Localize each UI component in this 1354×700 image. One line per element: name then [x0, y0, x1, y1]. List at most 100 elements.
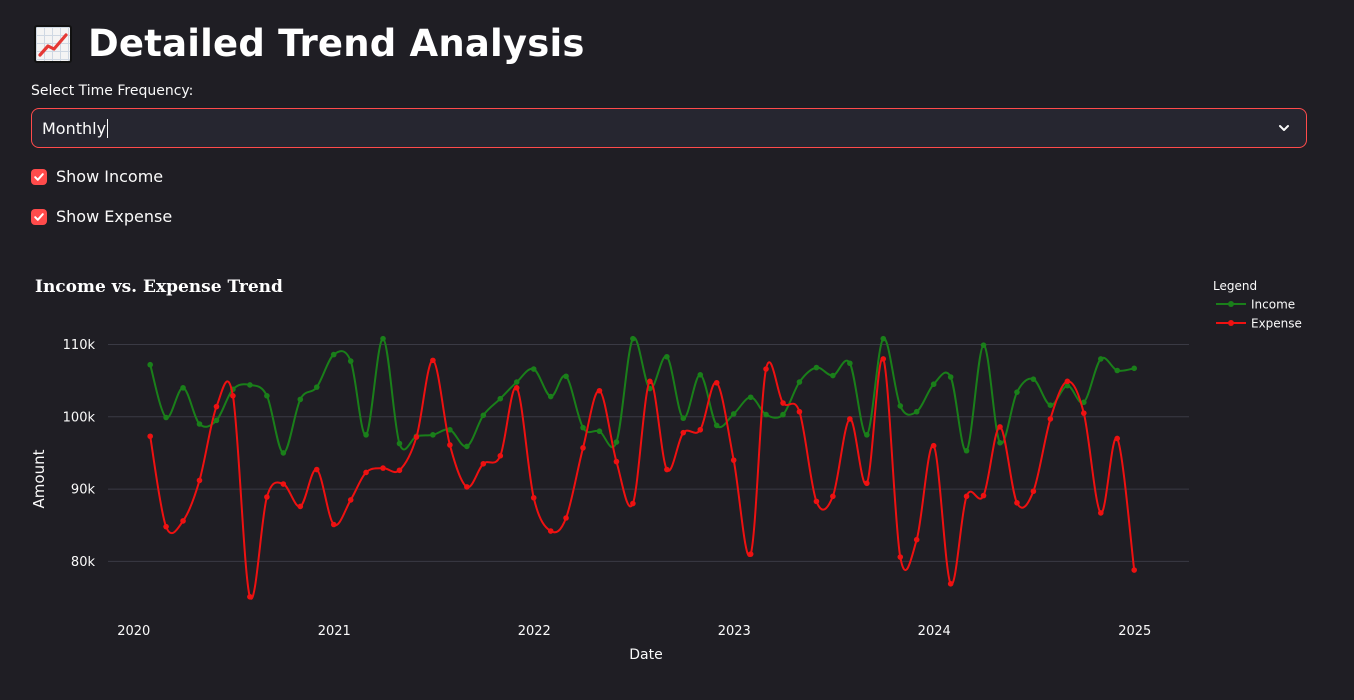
income-data-point [530, 366, 537, 372]
income-data-point [563, 373, 569, 380]
expense-data-point [713, 379, 720, 386]
expense-data-point [796, 408, 803, 415]
expense-data-point [464, 484, 470, 490]
chart-title: Income vs. Expense Trend [35, 277, 283, 297]
expense-series-line [149, 357, 1136, 600]
income-data-point [147, 361, 153, 368]
income-data-point [180, 385, 186, 391]
income-data-point [913, 408, 920, 415]
income-data-point [330, 351, 337, 358]
income-data-point [897, 403, 904, 409]
chart-legend: Legend Income Expense [1213, 279, 1302, 331]
legend-item-income[interactable]: Income [1216, 298, 1295, 312]
income-data-point [980, 342, 987, 348]
legend-title: Legend [1213, 279, 1257, 293]
income-data-point [763, 411, 769, 418]
expense-data-point [1081, 410, 1087, 416]
income-data-point [380, 335, 386, 342]
expense-data-point [580, 445, 586, 451]
expense-data-point [747, 551, 754, 557]
expense-data-point [980, 492, 987, 499]
income-data-point [163, 414, 169, 421]
income-data-point [280, 450, 287, 456]
income-data-point [264, 393, 270, 399]
income-data-point [997, 440, 1003, 446]
expense-data-point [864, 480, 870, 487]
income-data-point [713, 422, 720, 429]
legend-item-expense[interactable]: Expense [1216, 317, 1302, 331]
income-data-point [1047, 402, 1054, 408]
chart-axes: 80k 90k 100k 110k 2020 2021 2022 2023 2024 2025 [63, 338, 1152, 639]
chart-increasing-icon [34, 24, 72, 63]
expense-data-point [1014, 500, 1020, 506]
income-data-point [464, 443, 470, 450]
expense-data-point [180, 518, 186, 524]
expense-data-point [897, 554, 904, 560]
income-data-point [213, 417, 220, 424]
expense-data-point [813, 498, 820, 505]
expense-data-point [497, 453, 504, 459]
show-expense-toggle[interactable]: Show Expense [31, 207, 172, 226]
y-axis-label: Amount [30, 449, 48, 508]
income-data-point [930, 381, 937, 388]
income-data-point [497, 395, 504, 402]
y-tick-label: 100k [63, 410, 96, 425]
page-header: Detailed Trend Analysis [34, 22, 585, 65]
expense-data-point [297, 503, 304, 510]
expense-data-point [697, 426, 704, 433]
checkbox-checked-icon[interactable] [31, 208, 47, 225]
income-data-point [630, 335, 636, 342]
page-title: Detailed Trend Analysis [88, 22, 585, 65]
x-tick-label: 2025 [1118, 624, 1151, 639]
income-data-point [1064, 382, 1071, 389]
checkbox-checked-icon[interactable] [31, 168, 47, 185]
income-data-point [513, 379, 520, 385]
expense-data-point [1064, 378, 1071, 385]
expense-data-point [947, 581, 954, 587]
income-data-point [613, 439, 620, 445]
income-data-point [247, 382, 253, 388]
expense-data-point [313, 466, 320, 473]
expense-data-point [880, 356, 887, 362]
expense-data-point [830, 493, 836, 500]
income-data-point [680, 415, 687, 422]
income-data-point [847, 360, 853, 367]
expense-data-point [1030, 488, 1037, 495]
income-data-point [297, 396, 304, 403]
expense-data-point [1114, 435, 1121, 442]
legend-income-marker [1228, 301, 1234, 307]
expense-data-point [664, 466, 670, 473]
expense-data-point [430, 357, 436, 364]
x-axis-label: Date [629, 647, 662, 663]
frequency-selected-value: Monthly [42, 118, 107, 138]
income-data-point [480, 412, 487, 419]
income-data-point [730, 411, 737, 417]
income-data-point [864, 432, 870, 438]
legend-income-label: Income [1251, 298, 1295, 312]
income-data-point [580, 424, 586, 431]
x-tick-label: 2022 [518, 624, 551, 639]
income-data-point [430, 432, 436, 438]
expense-data-point [530, 494, 537, 501]
x-tick-label: 2023 [718, 624, 751, 639]
show-income-label: Show Income [56, 167, 164, 186]
show-expense-label: Show Expense [56, 207, 173, 226]
income-data-point [947, 374, 954, 380]
income-data-point [813, 364, 820, 371]
trend-chart[interactable]: 80k 90k 100k 110k 2020 2021 2022 2023 2024 2025 A… [0, 250, 1354, 700]
chart-gridlines [108, 343, 1189, 562]
income-data-point [830, 372, 836, 379]
expense-data-point [447, 442, 453, 448]
expense-data-point [613, 458, 620, 465]
frequency-select[interactable]: Monthly [31, 108, 1307, 148]
income-data-point [796, 379, 803, 385]
income-data-point [780, 411, 786, 418]
expense-data-point [213, 403, 220, 410]
expense-data-point [264, 494, 270, 500]
expense-data-point [997, 424, 1003, 430]
expense-data-point [647, 378, 653, 385]
income-data-point [1081, 399, 1087, 406]
expense-data-point [147, 433, 153, 440]
show-income-toggle[interactable]: Show Income [31, 167, 163, 186]
income-data-point [313, 384, 320, 390]
